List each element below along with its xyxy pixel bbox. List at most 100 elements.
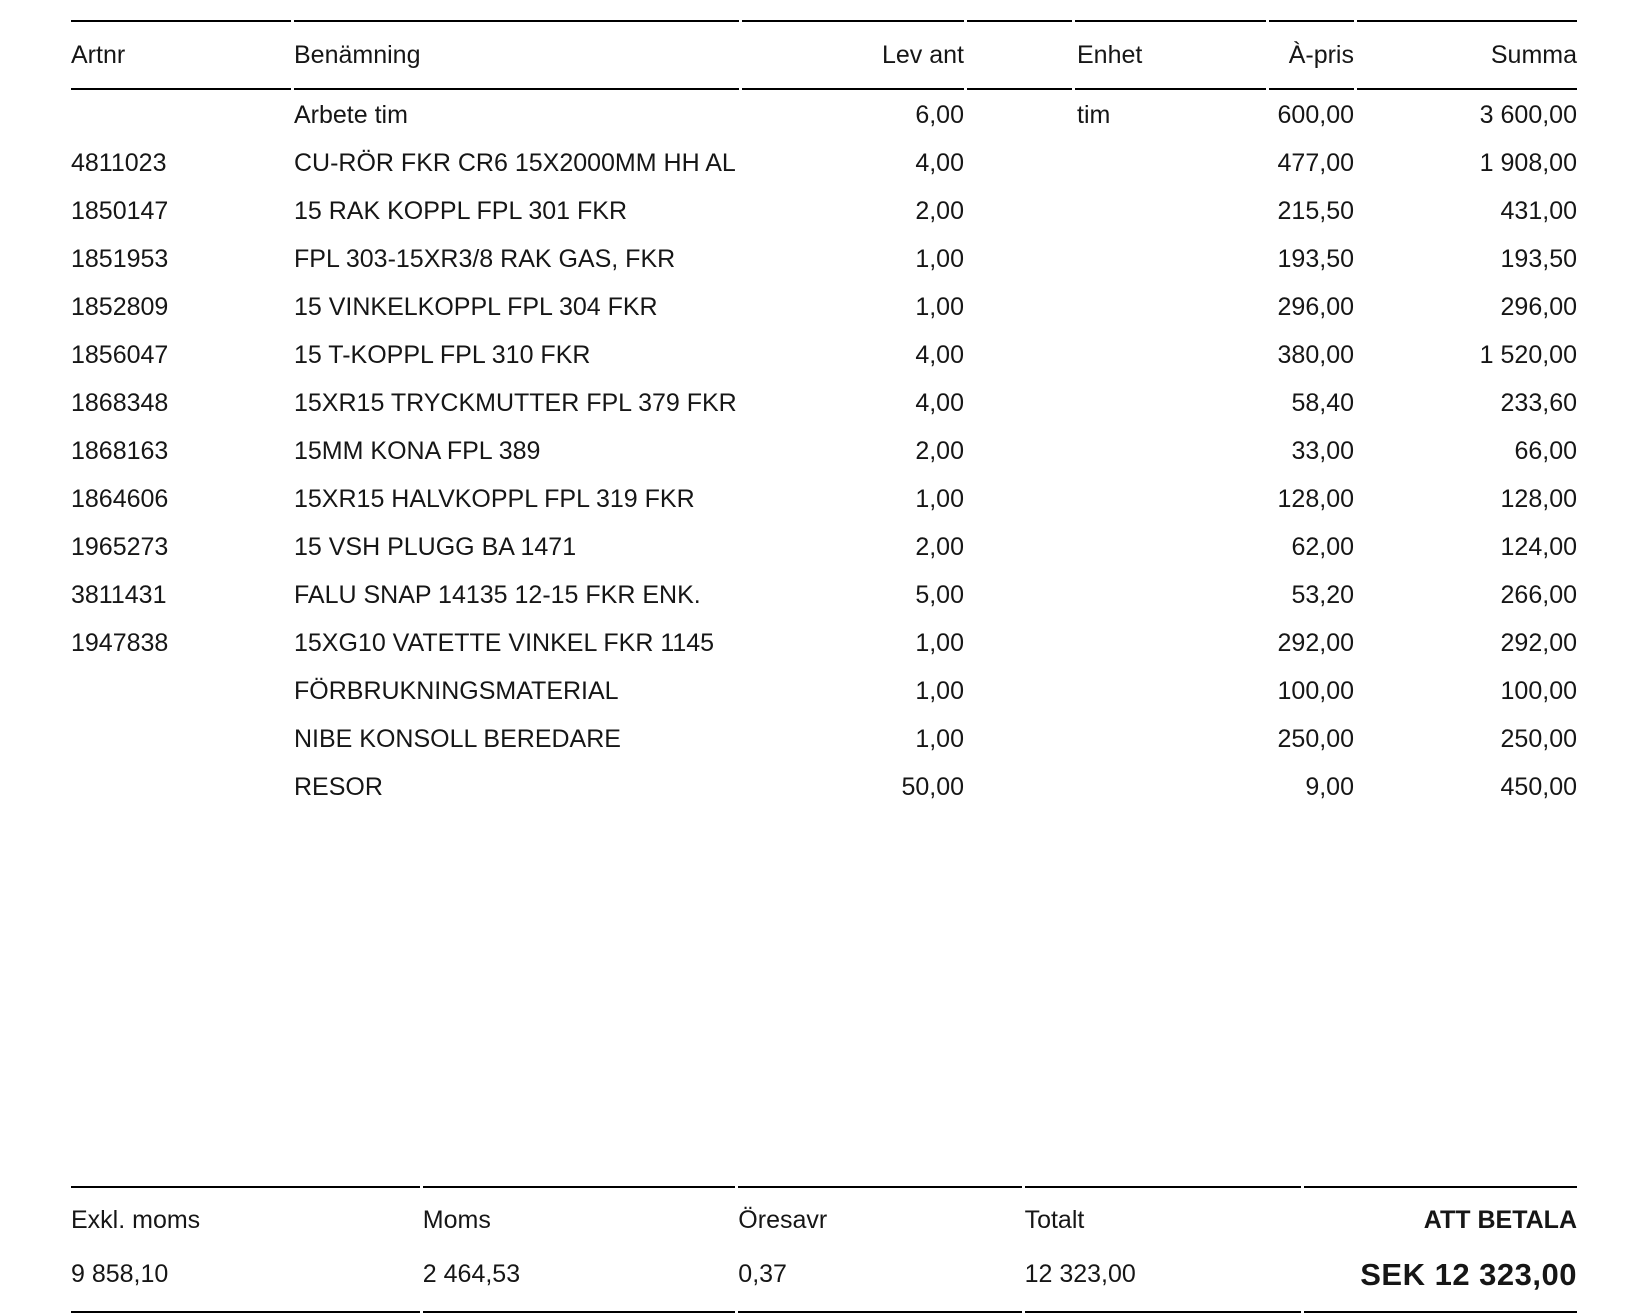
cell-lev-ant: 4,00 [915,148,964,177]
cell-summa: 193,50 [1500,244,1577,273]
cell-spacer [967,570,1072,618]
cell-summa: 233,60 [1500,388,1577,417]
cell-enhet [1075,138,1266,186]
cell-lev-ant: 1,00 [915,292,964,321]
column-header-enhet: Enhet [1075,20,1266,90]
cell-summa: 250,00 [1500,724,1577,753]
cell-artnr [71,762,291,810]
cell-a-pris: 193,50 [1277,244,1354,273]
cell-spacer [967,378,1072,426]
cell-benamning: 15 T-KOPPL FPL 310 FKR [294,340,591,369]
table-row: 1864606 15XR15 HALVKOPPL FPL 319 FKR 1,0… [71,474,1577,522]
cell-lev-ant: 6,00 [915,100,964,129]
att-betala-label: ATT BETALA [1303,1186,1577,1246]
cell-benamning: 15 VSH PLUGG BA 1471 [294,532,577,561]
cell-enhet [1075,330,1266,378]
cell-a-pris: 292,00 [1277,628,1354,657]
oresavr-label: Öresavr [738,1186,1022,1246]
cell-spacer [967,426,1072,474]
cell-summa: 124,00 [1500,532,1577,561]
cell-artnr: 1864606 [71,484,169,513]
table-row: Arbete tim 6,00 tim 600,00 3 600,00 [71,90,1577,138]
cell-spacer [967,522,1072,570]
column-header-a-pris: À-pris [1269,20,1354,90]
cell-a-pris: 9,00 [1305,772,1354,801]
cell-summa: 66,00 [1514,436,1577,465]
table-row: NIBE KONSOLL BEREDARE 1,00 250,00 250,00 [71,714,1577,762]
excl-moms-label: Exkl. moms [71,1186,420,1246]
moms-label: Moms [422,1186,736,1246]
cell-artnr [71,666,291,714]
cell-artnr: 1852809 [71,292,169,321]
cell-artnr: 3811431 [71,580,167,609]
cell-enhet [1075,570,1266,618]
cell-lev-ant: 2,00 [915,532,964,561]
table-row: 1851953 FPL 303-15XR3/8 RAK GAS, FKR 1,0… [71,234,1577,282]
cell-lev-ant: 1,00 [915,628,964,657]
cell-enhet [1075,474,1266,522]
column-header-summa: Summa [1357,20,1577,90]
table-row: 1868348 15XR15 TRYCKMUTTER FPL 379 FKR 4… [71,378,1577,426]
cell-artnr: 4811023 [71,148,167,177]
cell-benamning: FPL 303-15XR3/8 RAK GAS, FKR [294,244,676,273]
cell-a-pris: 128,00 [1277,484,1354,513]
cell-summa: 266,00 [1500,580,1577,609]
cell-a-pris: 215,50 [1277,196,1354,225]
cell-spacer [967,666,1072,714]
cell-lev-ant: 50,00 [901,772,964,801]
cell-benamning: 15 RAK KOPPL FPL 301 FKR [294,196,628,225]
column-header-spacer [967,20,1072,90]
cell-a-pris: 62,00 [1291,532,1354,561]
cell-enhet [1075,666,1266,714]
cell-a-pris: 100,00 [1277,676,1354,705]
cell-spacer [967,330,1072,378]
cell-benamning: 15XG10 VATETTE VINKEL FKR 1145 [294,628,715,657]
cell-lev-ant: 1,00 [915,484,964,513]
cell-spacer [967,762,1072,810]
att-betala-value: SEK 12 323,00 [1303,1246,1577,1313]
cell-artnr [71,714,291,762]
totals-label-row: Exkl. moms Moms Öresavr Totalt ATT BETAL… [71,1186,1577,1246]
totalt-value: 12 323,00 [1024,1246,1301,1313]
cell-summa: 1 520,00 [1479,340,1577,369]
cell-a-pris: 477,00 [1277,148,1354,177]
cell-artnr [71,90,291,138]
table-row: RESOR 50,00 9,00 450,00 [71,762,1577,810]
cell-lev-ant: 1,00 [915,244,964,273]
cell-a-pris: 600,00 [1277,100,1354,129]
cell-summa: 1 908,00 [1479,148,1577,177]
cell-artnr: 1868348 [71,388,169,417]
cell-summa: 431,00 [1500,196,1577,225]
moms-value: 2 464,53 [422,1246,736,1313]
cell-enhet [1075,186,1266,234]
table-row: 1965273 15 VSH PLUGG BA 1471 2,00 62,00 … [71,522,1577,570]
column-header-artnr: Artnr [71,20,291,90]
cell-enhet [1075,234,1266,282]
column-header-lev-ant: Lev ant [742,20,964,90]
cell-benamning: 15MM KONA FPL 389 [294,436,541,465]
cell-lev-ant: 4,00 [915,388,964,417]
cell-enhet [1075,762,1266,810]
cell-spacer [967,138,1072,186]
table-row: 3811431 FALU SNAP 14135 12-15 FKR ENK. 5… [71,570,1577,618]
cell-spacer [967,90,1072,138]
cell-a-pris: 53,20 [1291,580,1354,609]
cell-lev-ant: 4,00 [915,340,964,369]
cell-enhet [1075,426,1266,474]
cell-a-pris: 380,00 [1277,340,1354,369]
cell-enhet [1075,282,1266,330]
cell-enhet [1075,618,1266,666]
cell-lev-ant: 1,00 [915,724,964,753]
cell-benamning: Arbete tim [294,100,408,129]
cell-benamning: 15 VINKELKOPPL FPL 304 FKR [294,292,658,321]
cell-a-pris: 33,00 [1291,436,1354,465]
cell-benamning: 15XR15 HALVKOPPL FPL 319 FKR [294,484,695,513]
cell-enhet [1075,378,1266,426]
totals-value-row: 9 858,10 2 464,53 0,37 12 323,00 SEK 12 … [71,1246,1577,1313]
table-row: 1856047 15 T-KOPPL FPL 310 FKR 4,00 380,… [71,330,1577,378]
cell-enhet: tim [1077,100,1111,129]
excl-moms-value: 9 858,10 [71,1246,420,1313]
cell-benamning: CU-RÖR FKR CR6 15X2000MM HH AL [294,148,736,177]
cell-summa: 296,00 [1500,292,1577,321]
cell-spacer [967,186,1072,234]
